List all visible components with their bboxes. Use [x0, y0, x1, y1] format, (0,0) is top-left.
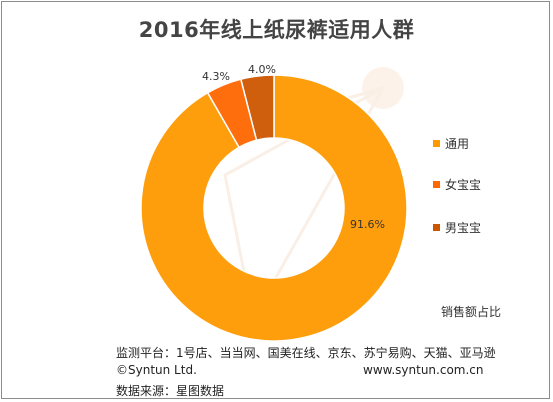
chart-title: 2016年线上纸尿裤适用人群: [138, 18, 415, 42]
footer-platforms: 监测平台：1号店、当当网、国美在线、京东、苏宁易购、天猫、亚马逊: [116, 346, 496, 360]
legend-item-1[interactable]: 通用: [433, 135, 469, 152]
legend-swatch: [433, 181, 440, 188]
chart-caption: 销售额占比: [441, 305, 502, 319]
legend-label: 通用: [445, 137, 470, 151]
data-label-1: 91.6%: [350, 218, 385, 231]
data-label-3: 4.0%: [248, 63, 276, 76]
footer-copyright: ©Syntun Ltd.: [116, 363, 197, 377]
legend-label: 男宝宝: [445, 221, 482, 235]
footer-website[interactable]: www.syntun.com.cn: [363, 363, 484, 377]
legend-label: 女宝宝: [445, 178, 482, 192]
legend-item-2[interactable]: 女宝宝: [433, 176, 481, 193]
donut-slice-3[interactable]: [239, 74, 275, 142]
legend-swatch: [433, 140, 440, 147]
data-label-2: 4.3%: [202, 70, 230, 83]
footer-source: 数据来源：星图数据: [116, 384, 225, 398]
legend-swatch: [433, 224, 440, 231]
donut-slice-1[interactable]: [140, 74, 408, 342]
legend-item-3[interactable]: 男宝宝: [433, 219, 481, 236]
